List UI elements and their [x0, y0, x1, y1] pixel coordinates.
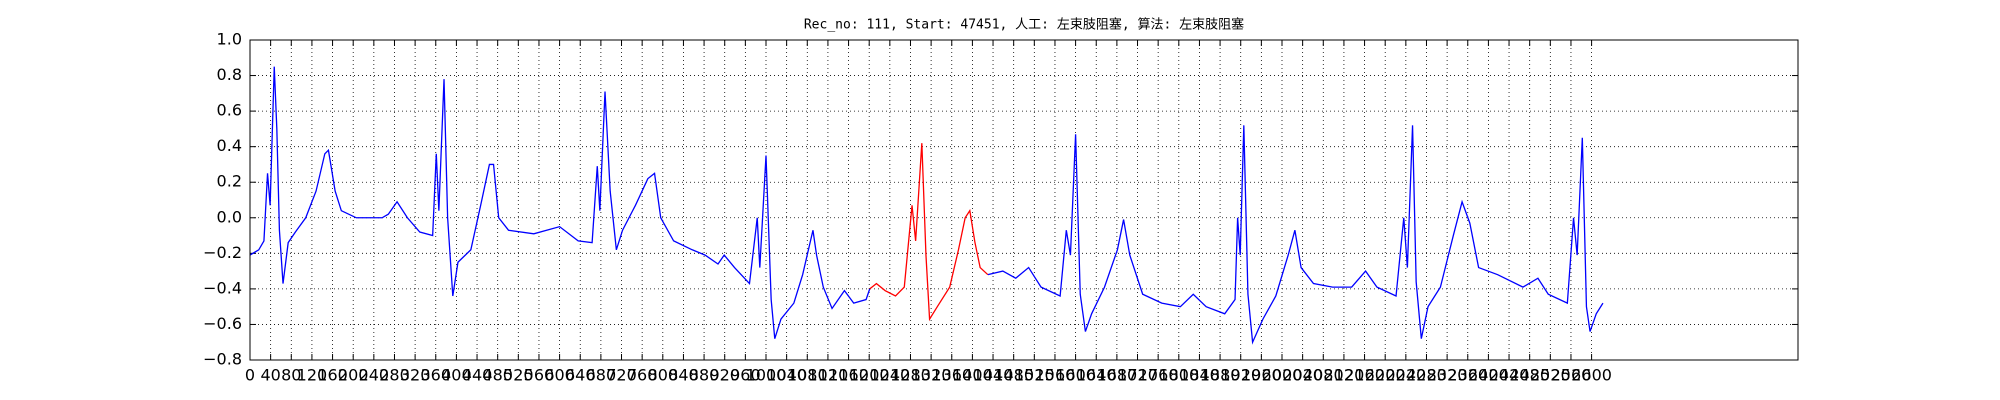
- x-tick-label: 1920: [1220, 366, 1261, 385]
- x-tick-label: 400: [441, 366, 472, 385]
- x-tick-label: 2160: [1344, 366, 1385, 385]
- series-line: [987, 125, 1604, 345]
- x-tick-label: 2520: [1530, 366, 1571, 385]
- x-tick-label: 2200: [1365, 366, 1406, 385]
- x-tick-label: 2360: [1447, 366, 1488, 385]
- x-tick-label: 2040: [1282, 366, 1323, 385]
- plot-frame: [249, 39, 1799, 361]
- x-tick-label: 720: [606, 366, 637, 385]
- x-tick-label: 120: [297, 366, 328, 385]
- x-tick-label: 160: [317, 366, 348, 385]
- x-tick-label: 1760: [1138, 366, 1179, 385]
- series-line: [869, 143, 989, 322]
- x-tick-label: 2560: [1551, 366, 1592, 385]
- x-tick-label: 2280: [1406, 366, 1447, 385]
- x-tick-label: 1400: [952, 366, 993, 385]
- x-tick-label: 840: [668, 366, 699, 385]
- x-tick-label: 1720: [1117, 366, 1158, 385]
- y-tick-label: 0.2: [217, 172, 242, 191]
- x-tick-label: 2480: [1509, 366, 1550, 385]
- x-tick-label: 40: [260, 366, 280, 385]
- x-tick-label: 2240: [1385, 366, 1426, 385]
- x-tick-label: 200: [338, 366, 369, 385]
- x-tick-label: 2600: [1571, 366, 1612, 385]
- x-tick-label: 1480: [993, 366, 1034, 385]
- x-tick-label: 1320: [911, 366, 952, 385]
- x-tick-label: 600: [544, 366, 575, 385]
- x-tick-label: 760: [627, 366, 658, 385]
- y-tick-label: 0.8: [217, 65, 242, 84]
- x-tick-label: 1280: [890, 366, 931, 385]
- x-tick-label: 1680: [1097, 366, 1138, 385]
- x-tick-label: 1240: [869, 366, 910, 385]
- x-tick-label: 1560: [1035, 366, 1076, 385]
- x-tick-label: 360: [420, 366, 451, 385]
- series-line: [249, 66, 871, 339]
- x-tick-label: 2440: [1489, 366, 1530, 385]
- y-tick-label: 1.0: [217, 30, 242, 49]
- x-tick-label: 640: [565, 366, 596, 385]
- x-tick-label: 1040: [766, 366, 807, 385]
- x-tick-label: 1440: [973, 366, 1014, 385]
- x-tick-label: 1120: [808, 366, 849, 385]
- x-tick-label: 1880: [1200, 366, 1241, 385]
- x-tick-label: 560: [524, 366, 555, 385]
- y-tick-label: −0.6: [203, 314, 242, 333]
- x-tick-label: 1000: [746, 366, 787, 385]
- x-tick-label: 480: [482, 366, 513, 385]
- x-tick-label: 2120: [1324, 366, 1365, 385]
- x-tick-label: 1640: [1076, 366, 1117, 385]
- y-tick-label: 0.4: [217, 136, 242, 155]
- x-tick-label: 2320: [1427, 366, 1468, 385]
- x-tick-label: 80: [281, 366, 301, 385]
- y-tick-label: −0.4: [203, 278, 242, 297]
- x-tick-label: 1200: [849, 366, 890, 385]
- x-tick-label: 320: [400, 366, 431, 385]
- x-tick-label: 2000: [1262, 366, 1303, 385]
- x-tick-label: 2400: [1468, 366, 1509, 385]
- x-tick-label: 680: [586, 366, 617, 385]
- y-tick-label: −0.8: [203, 350, 242, 369]
- x-tick-label: 1520: [1014, 366, 1055, 385]
- x-tick-label: 1360: [931, 366, 972, 385]
- x-tick-label: 920: [709, 366, 740, 385]
- y-tick-label: −0.2: [203, 243, 242, 262]
- x-tick-label: 440: [462, 366, 493, 385]
- x-tick-label: 800: [648, 366, 679, 385]
- x-tick-label: 1600: [1055, 366, 1096, 385]
- chart-title: Rec_no: 111, Start: 47451, 人工: 左束肢阻塞, 算法…: [804, 17, 1244, 33]
- x-tick-label: 1840: [1179, 366, 1220, 385]
- x-tick-label: 280: [379, 366, 410, 385]
- y-tick-label: 0.0: [217, 207, 242, 226]
- x-tick-label: 0: [245, 366, 255, 385]
- x-tick-label: 880: [689, 366, 720, 385]
- x-tick-label: 1080: [787, 366, 828, 385]
- x-tick-label: 960: [730, 366, 761, 385]
- x-tick-label: 1160: [828, 366, 869, 385]
- y-tick-label: 0.6: [217, 101, 242, 120]
- x-tick-label: 1800: [1158, 366, 1199, 385]
- x-tick-label: 2080: [1303, 366, 1344, 385]
- x-tick-label: 240: [359, 366, 390, 385]
- x-tick-label: 1960: [1241, 366, 1282, 385]
- x-tick-label: 520: [503, 366, 534, 385]
